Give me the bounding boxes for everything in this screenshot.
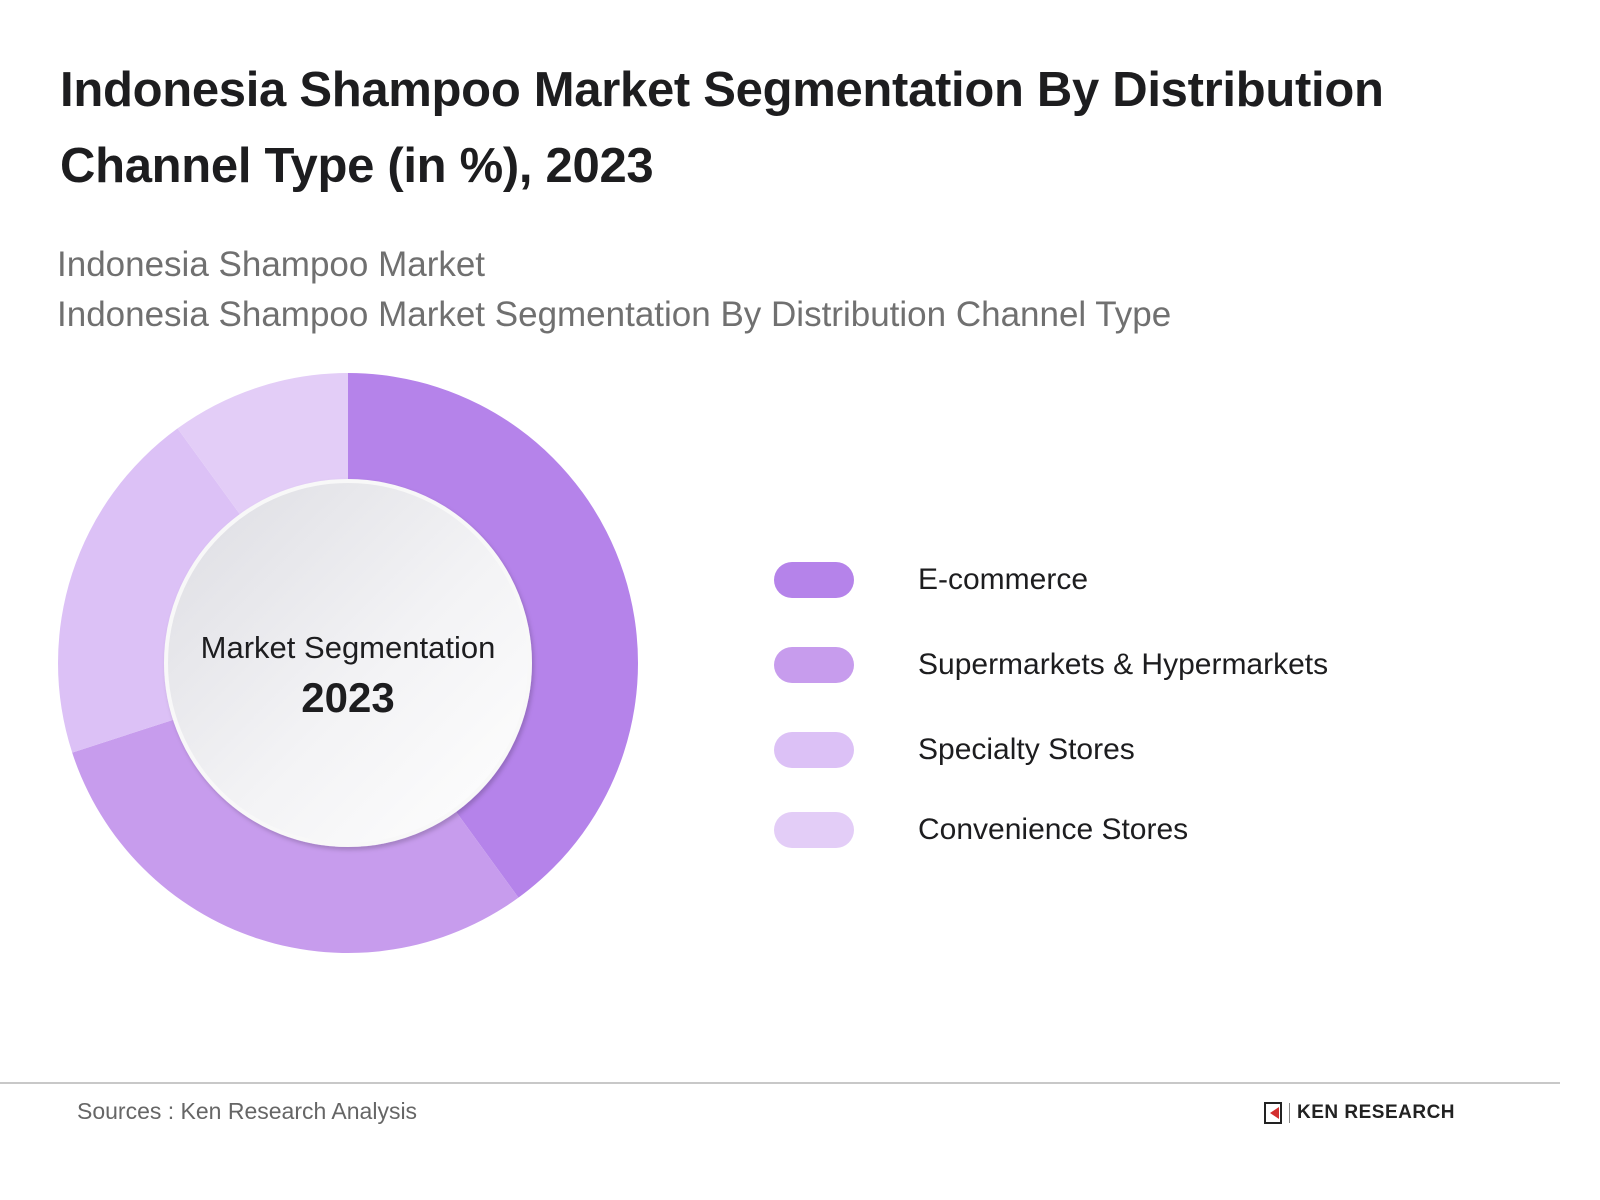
legend-label: Supermarkets & Hypermarkets [918, 648, 1329, 681]
logo-text: KEN RESEARCH [1297, 1102, 1456, 1123]
donut-slice-specialty-stores[interactable] [57, 428, 244, 753]
legend-item-convenience-stores[interactable]: Convenience Stores [774, 810, 1188, 850]
chart-title: Indonesia Shampoo Market Segmentation By… [60, 63, 1384, 193]
legend-label: E-commerce [918, 563, 1089, 596]
legend-swatch [774, 562, 854, 598]
logo-k-icon [1264, 1102, 1282, 1124]
footer-divider [0, 1082, 1560, 1084]
center-disc [164, 479, 532, 847]
donut-svg: Market Segmentation 2023 [57, 373, 638, 953]
legend-swatch [774, 647, 854, 683]
legend-swatch [774, 812, 854, 848]
subtitle-line-1: Indonesia Shampoo Market [57, 245, 486, 284]
legend-item-supermarkets[interactable]: Supermarkets & Hypermarkets [774, 645, 1328, 685]
chart-subtitle: Indonesia Shampoo Market Indonesia Shamp… [57, 240, 1171, 340]
legend-label: Convenience Stores [918, 813, 1189, 846]
logo-separator [1289, 1103, 1290, 1123]
legend-item-ecommerce[interactable]: E-commerce [774, 560, 1088, 600]
subtitle-line-2: Indonesia Shampoo Market Segmentation By… [57, 295, 1172, 334]
source-note: Sources : Ken Research Analysis [77, 1098, 418, 1124]
ken-research-logo: KEN RESEARCH [1264, 1102, 1455, 1124]
center-label: Market Segmentation [201, 630, 496, 665]
donut-slice-e-commerce[interactable] [348, 373, 638, 898]
legend-swatch [774, 732, 854, 768]
legend-item-specialty-stores[interactable]: Specialty Stores [774, 730, 1135, 770]
donut-slice-convenience-stores[interactable] [177, 373, 348, 520]
legend-label: Specialty Stores [918, 733, 1135, 766]
donut-chart: Market Segmentation 2023 [0, 360, 700, 980]
center-year: 2023 [301, 674, 394, 721]
